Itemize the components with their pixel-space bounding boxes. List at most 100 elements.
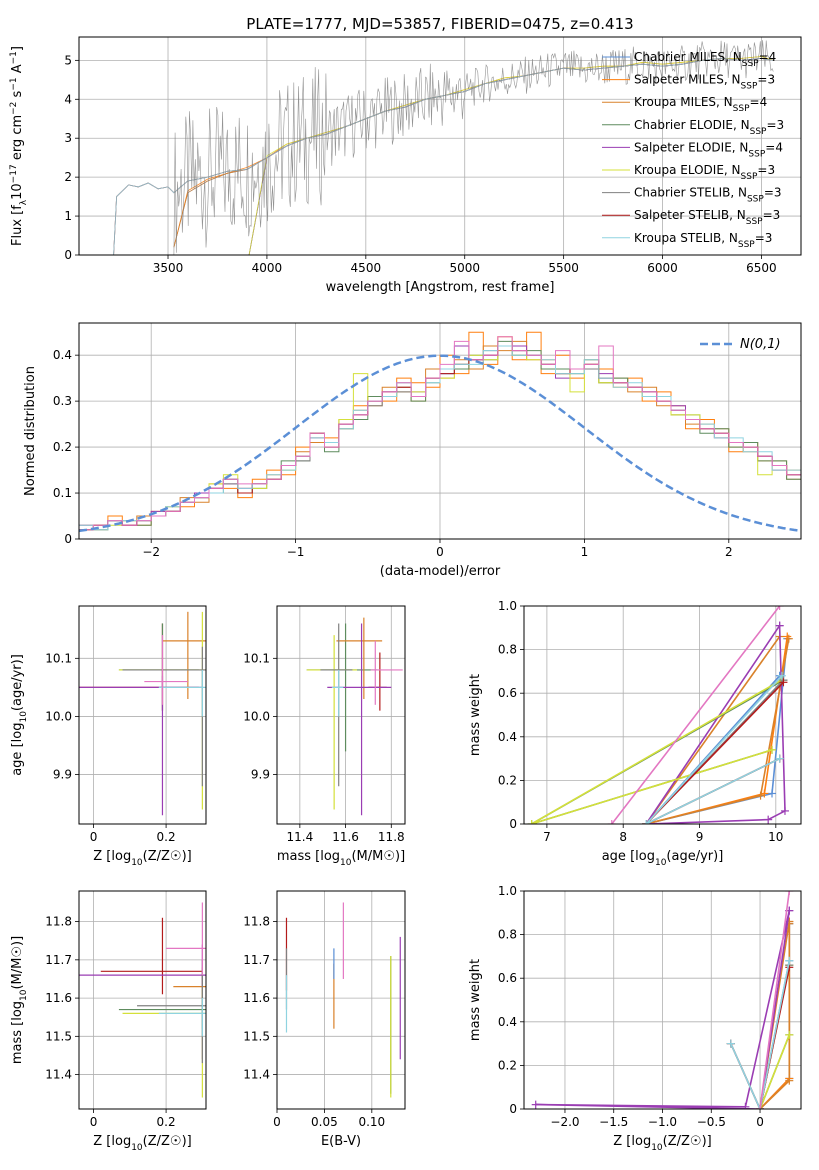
error-bar <box>100 917 203 995</box>
spectrum-plot: 3500 4000 4500 5000 5500 6000 6500 0 1 2 3 4 5 wavele… <box>9 36 802 295</box>
error-bar <box>162 611 206 700</box>
legend-label: Salpeter MILES, NSSP=3 <box>634 73 775 92</box>
legend-label: Chabrier MILES, NSSP=4 <box>634 50 776 69</box>
weight-marker <box>780 806 789 815</box>
y-tick-label: 0.4 <box>498 1015 517 1029</box>
y-tick-label: 10.0 <box>45 709 72 723</box>
weight-line <box>645 638 789 824</box>
weight-marker <box>783 632 792 641</box>
error-bar <box>122 986 206 1098</box>
y-tick-label: 5 <box>64 53 72 67</box>
weight-marker <box>768 745 777 754</box>
error-bar <box>144 635 188 705</box>
y-tick-label: 11.7 <box>243 953 270 967</box>
y-tick-label: 0.2 <box>53 440 72 454</box>
weight-vs-age-plot: 7 8 9 10 0 0.2 0.4 0.6 0.8 1.0 age [log10(age/yr)]… <box>468 599 802 868</box>
y-axis-label: mass [log10(M/M☉)] <box>10 936 29 1064</box>
plot-area <box>79 902 206 1098</box>
error-bar <box>166 902 206 976</box>
x-tick-label: 0.10 <box>358 1115 385 1129</box>
y-tick-label: 0 <box>64 248 72 262</box>
weight-marker <box>531 1100 540 1109</box>
weight-marker <box>777 671 786 680</box>
x-tick-label: 11.8 <box>378 830 405 844</box>
axes-frame <box>78 890 207 1110</box>
axes-frame <box>276 890 406 1110</box>
y-tick-label: 2 <box>64 170 72 184</box>
error-bar <box>137 967 206 1064</box>
y-tick-label: 11.5 <box>243 1029 270 1043</box>
x-tick-label: 10 <box>768 830 783 844</box>
plot-area <box>527 606 793 824</box>
figure-title: PLATE=1777, MJD=53857, FIBERID=0475, z=0… <box>246 15 633 33</box>
legend-label: Kroupa STELIB, NSSP=3 <box>634 231 772 250</box>
weight-marker <box>756 1105 765 1109</box>
plot-area <box>285 902 401 1098</box>
y-axis-label: Normed distribution <box>23 366 38 496</box>
weight-marker <box>779 678 788 687</box>
y-tick-label: 11.8 <box>45 915 72 929</box>
error-bar <box>79 675 203 816</box>
error-bar <box>320 623 353 787</box>
axes-frame <box>78 322 802 540</box>
error-bar <box>173 967 206 1006</box>
y-tick-label: 11.5 <box>45 1029 72 1043</box>
x-tick-label: 11.6 <box>332 830 359 844</box>
mass-vs-reddening-plot: 0 0.05 0.10 11.4 11.5 11.6 11.7 11.8 E(B-V) <box>243 890 406 1149</box>
y-tick-label: 0 <box>509 817 517 831</box>
weight-marker <box>775 621 784 630</box>
histogram-step <box>79 340 801 531</box>
y-tick-label: 3 <box>64 131 72 145</box>
y-tick-label: 11.8 <box>243 915 270 929</box>
axes-frame <box>523 605 802 825</box>
spectrum-line <box>113 57 774 255</box>
y-tick-label: 11.7 <box>45 953 72 967</box>
y-tick-label: 9.9 <box>251 768 270 782</box>
y-axis-label: mass weight <box>468 959 483 1041</box>
weight-marker <box>775 754 784 763</box>
legend-label: Chabrier ELODIE, NSSP=3 <box>634 118 784 137</box>
x-tick-label: 11.4 <box>286 830 313 844</box>
axes-frame <box>276 605 406 825</box>
y-tick-label: 10.1 <box>45 651 72 665</box>
legend-label: Kroupa ELODIE, NSSP=3 <box>634 163 775 182</box>
x-axis-label: age [log10(age/yr)] <box>602 849 724 868</box>
axes-frame <box>78 605 207 825</box>
x-tick-label: −1.0 <box>648 1115 677 1129</box>
x-axis-label: E(B-V) <box>321 1134 361 1149</box>
plot-area <box>531 891 794 1109</box>
x-tick-label: 6000 <box>647 261 678 275</box>
weight-marker <box>775 606 784 610</box>
y-axis-label: mass weight <box>468 674 483 756</box>
x-tick-label: 5500 <box>548 261 579 275</box>
x-axis-label: wavelength [Angstrom, rest frame] <box>326 280 555 295</box>
y-tick-label: 0.6 <box>498 971 517 985</box>
x-tick-label: −1 <box>287 545 305 559</box>
residual-histogram-plot: −2 −1 0 1 2 0 0.1 0.2 0.3 0.4 (data-model)/error No… <box>23 322 802 579</box>
plot-area <box>79 331 801 533</box>
plot-area <box>79 611 206 816</box>
x-axis-label: Z [log10(Z/Z☉)] <box>93 1134 191 1153</box>
x-tick-label: 5000 <box>449 261 480 275</box>
y-tick-label: 0 <box>64 532 72 546</box>
weight-line <box>611 606 781 824</box>
y-tick-label: 11.4 <box>45 1068 72 1082</box>
x-tick-label: 9 <box>696 830 704 844</box>
weight-line <box>645 636 790 824</box>
y-tick-label: 10.1 <box>243 651 270 665</box>
x-tick-label: 0.05 <box>311 1115 338 1129</box>
spectrum-line <box>113 57 774 255</box>
y-tick-label: 0 <box>509 1102 517 1116</box>
x-tick-label: 8 <box>619 830 627 844</box>
y-tick-label: 11.6 <box>45 991 72 1005</box>
x-tick-label: −0.5 <box>697 1115 726 1129</box>
weight-marker <box>768 789 777 798</box>
x-tick-label: 6500 <box>746 261 777 275</box>
x-tick-label: 0 <box>756 1115 764 1129</box>
y-tick-label: 0.4 <box>53 348 72 362</box>
x-tick-label: 0.2 <box>157 830 176 844</box>
weight-marker <box>785 956 794 965</box>
x-tick-label: −2 <box>142 545 160 559</box>
weight-marker <box>756 791 765 800</box>
